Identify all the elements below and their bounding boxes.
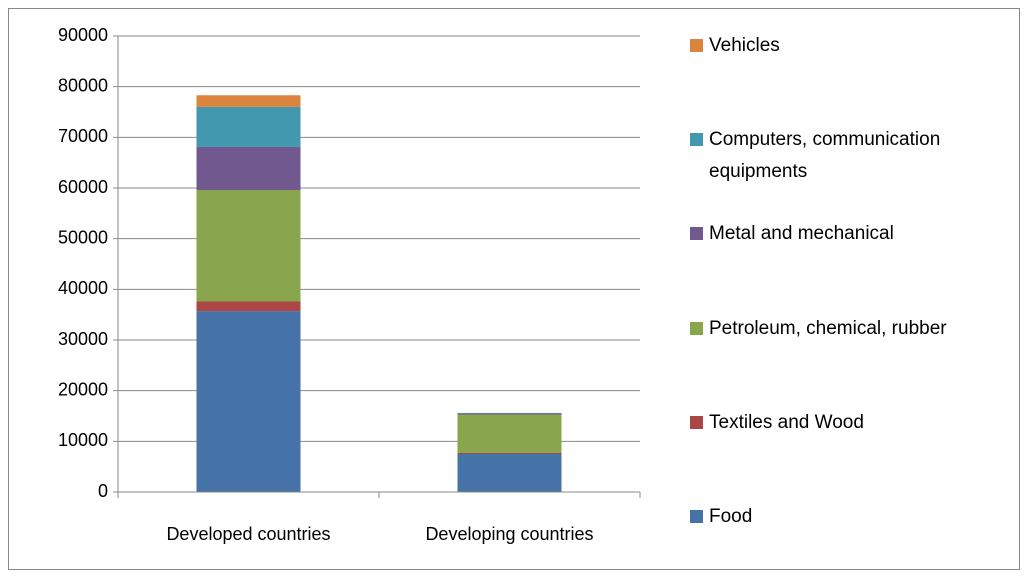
y-tick-label: 10000 <box>58 430 108 450</box>
bar-segment <box>457 454 562 492</box>
legend-item: Vehicles <box>690 30 1019 62</box>
legend-swatch <box>690 227 703 241</box>
legend-item: Textiles and Wood <box>690 407 1019 439</box>
bar-segment <box>457 452 562 454</box>
legend-label: Computers, communication equipments <box>709 129 941 183</box>
legend-label: Petroleum, chemical, rubber <box>709 317 947 339</box>
legend-swatch <box>690 39 703 52</box>
legend-swatch <box>690 133 703 147</box>
bar-segment <box>196 301 301 312</box>
legend-label: Food <box>709 506 753 527</box>
bar-segment <box>196 146 301 191</box>
y-tick-label: 20000 <box>58 379 108 399</box>
y-tick-label: 70000 <box>58 126 108 146</box>
bar-segment <box>196 190 301 302</box>
legend-item: Metal and mechanical <box>690 218 1019 250</box>
legend-item: Food <box>690 501 1019 533</box>
legend-item: Petroleum, chemical, rubber <box>690 313 1019 345</box>
y-tick-label: 0 <box>98 481 108 501</box>
y-tick-label: 60000 <box>58 177 108 197</box>
legend-label: Vehicles <box>709 35 780 56</box>
bar-segment <box>457 413 562 415</box>
y-tick-label: 30000 <box>58 329 108 349</box>
y-tick-label: 40000 <box>58 278 108 298</box>
bar-segment <box>196 311 301 492</box>
y-tick-label: 80000 <box>58 75 108 95</box>
y-tick-label: 50000 <box>58 227 108 247</box>
legend-label: Textiles and Wood <box>709 411 864 433</box>
bar-segment <box>457 414 562 453</box>
bar-segment <box>196 95 301 107</box>
legend-swatch <box>690 510 703 523</box>
x-tick-label: Developing countries <box>425 524 593 544</box>
x-tick-label: Developed countries <box>166 524 330 544</box>
bar-segment <box>457 412 562 414</box>
legend-swatch <box>690 415 703 429</box>
legend-label: Metal and mechanical <box>709 223 894 245</box>
legend-item: Computers, communication equipments <box>690 124 1019 188</box>
bar-segment <box>196 106 301 147</box>
legend-swatch <box>690 321 703 335</box>
y-tick-label: 90000 <box>58 25 108 45</box>
